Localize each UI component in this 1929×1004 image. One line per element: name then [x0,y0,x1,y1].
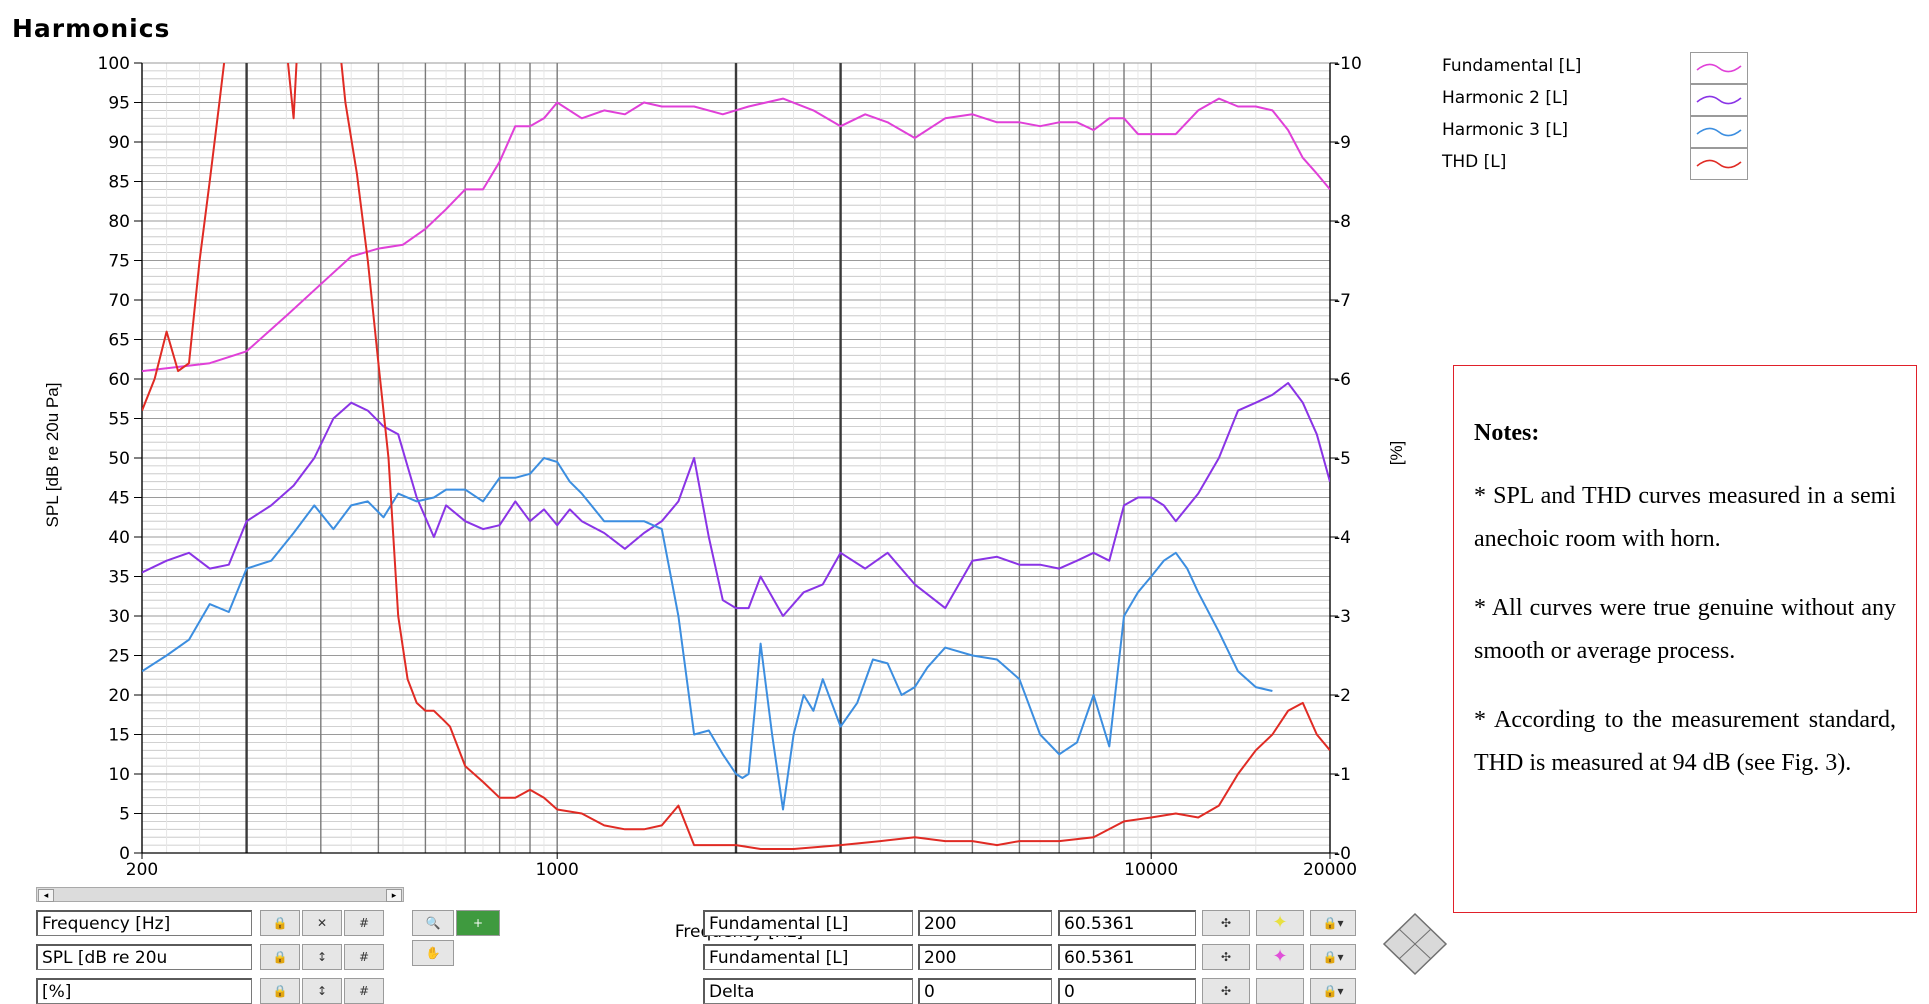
scroll-left-icon[interactable]: ◂ [38,889,54,902]
y2-autoscale-icon[interactable]: ↕ [302,978,342,1004]
y-tick-label: 5 [119,805,130,825]
y2-tick-label: -7 [1334,291,1351,311]
x-tick-label: 200 [126,860,158,880]
cursor-marker-icon[interactable]: ✦ [1256,944,1304,970]
cursor-trace-field[interactable]: Delta [703,978,913,1004]
left-axis: 0 5 10 15 20 25 30 35 40 45 50 55 60 65 70 75 80 85 90 95 10… [98,54,143,864]
x-tick-label: 20000 [1303,860,1357,880]
notes-title: Notes: [1474,420,1540,446]
x-format-icon[interactable]: # [344,910,384,936]
y2-tick-label: -3 [1334,607,1351,627]
legend-swatch-harmonic-2[interactable] [1690,84,1748,116]
y-tick-label: 80 [108,212,130,232]
legend-label-thd: THD [L] [1442,152,1507,172]
y2-axis-name-field[interactable]: [%] [36,978,252,1004]
y-tick-label: 35 [108,568,130,588]
y-tick-label: 90 [108,133,130,153]
legend-swatch-thd[interactable] [1690,148,1748,180]
scroll-right-icon[interactable]: ▸ [386,889,402,902]
legend-swatch-fundamental[interactable] [1690,52,1748,84]
y2-tick-label: -1 [1334,765,1351,785]
y-tick-label: 40 [108,528,130,548]
y-tick-label: 50 [108,449,130,469]
note-paragraph: * SPL and THD curves measured in a semi … [1474,483,1896,552]
y2-tick-label: -10 [1334,54,1362,74]
y-tick-label: 15 [108,726,130,746]
y2-tick-label: -9 [1334,133,1351,153]
cursor-diamond-pad-icon[interactable] [1380,910,1450,980]
lock-icon[interactable]: 🔒 [260,978,300,1004]
y2-tick-label: -5 [1334,449,1351,469]
y-tick-label: 20 [108,686,130,706]
cursor-move-icon[interactable]: ✣ [1202,910,1250,936]
x-tick-label: 10000 [1124,860,1178,880]
y-tick-label: 75 [108,252,130,272]
cursor-marker-icon[interactable] [1256,978,1304,1004]
y-tick-label: 25 [108,647,130,667]
horizontal-scrollbar[interactable]: ◂ ▸ [36,887,404,902]
cursor-trace-field[interactable]: Fundamental [L] [703,944,913,970]
y2-tick-label: -4 [1334,528,1351,548]
x-axis: 200 1000 10000 20000 [126,852,1357,880]
y-tick-label: 85 [108,173,130,193]
y-tick-label: 60 [108,370,130,390]
cursor-trace-field[interactable]: Fundamental [L] [703,910,913,936]
note-paragraph: * According to the measurement standard,… [1474,707,1896,776]
legend-label-harmonic-2: Harmonic 2 [L] [1442,88,1569,108]
y-tick-label: 45 [108,489,130,509]
right-axis: -0 -1 -2 -3 -4 -5 -6 -7 -8 -9 -10 [1329,54,1362,864]
cursor-y-field[interactable]: 60.5361 [1058,910,1196,936]
cursor-lock-icon[interactable]: 🔒▾ [1310,978,1356,1004]
y2-tick-label: -2 [1334,686,1351,706]
cursor-y-field[interactable]: 0 [1058,978,1196,1004]
x-axis-name-field[interactable]: Frequency [Hz] [36,910,252,936]
y-axis-name-field[interactable]: SPL [dB re 20u [36,944,252,970]
pan-hand-icon[interactable]: ✋ [412,940,454,966]
y-tick-label: 0 [119,844,130,864]
crosshair-icon[interactable]: + [456,910,500,936]
y-tick-label: 95 [108,94,130,114]
y-tick-label: 10 [108,765,130,785]
chart-title: Harmonics [12,14,171,43]
y-autoscale-icon[interactable]: ↕ [302,944,342,970]
cursor-lock-icon[interactable]: 🔒▾ [1310,944,1356,970]
y-tick-label: 65 [108,331,130,351]
y-axis-right-label: [%] [1387,441,1406,466]
y2-tick-label: -8 [1334,212,1351,232]
cursor-move-icon[interactable]: ✣ [1202,978,1250,1004]
y2-tick-label: -0 [1334,844,1351,864]
cursor-y-field[interactable]: 60.5361 [1058,944,1196,970]
legend-label-harmonic-3: Harmonic 3 [L] [1442,120,1569,140]
y-format-icon[interactable]: # [344,944,384,970]
cursor-x-field[interactable]: 0 [918,978,1052,1004]
lock-icon[interactable]: 🔒 [260,910,300,936]
legend-label-fundamental: Fundamental [L] [1442,56,1582,76]
notes-box: Notes: * SPL and THD curves measured in … [1453,365,1917,913]
lock-icon[interactable]: 🔒 [260,944,300,970]
cursor-x-field[interactable]: 200 [918,944,1052,970]
y-tick-label: 100 [98,54,130,74]
y-tick-label: 55 [108,410,130,430]
y-tick-label: 30 [108,607,130,627]
series-line-thd-l [142,63,1330,850]
y2-tick-label: -6 [1334,370,1351,390]
cursor-move-icon[interactable]: ✣ [1202,944,1250,970]
series-group [142,63,1330,850]
series-line-harmonic-3-l [142,457,1273,811]
y-axis-label: SPL [dB re 20u Pa] [43,383,62,528]
y2-format-icon[interactable]: # [344,978,384,1004]
legend-swatch-harmonic-3[interactable] [1690,116,1748,148]
cursor-marker-icon[interactable]: ✦ [1256,910,1304,936]
x-tick-label: 1000 [536,860,579,880]
cursor-x-field[interactable]: 200 [918,910,1052,936]
grid-major-lines [141,62,1331,854]
x-autoscale-icon[interactable]: ✕ [302,910,342,936]
y-tick-label: 70 [108,291,130,311]
series-line-harmonic-2-l [142,382,1330,617]
zoom-icon[interactable]: 🔍 [412,910,454,936]
series-line-fundamental-l [142,97,1330,373]
cursor-lock-icon[interactable]: 🔒▾ [1310,910,1356,936]
note-paragraph: * All curves were true genuine without a… [1474,595,1896,664]
